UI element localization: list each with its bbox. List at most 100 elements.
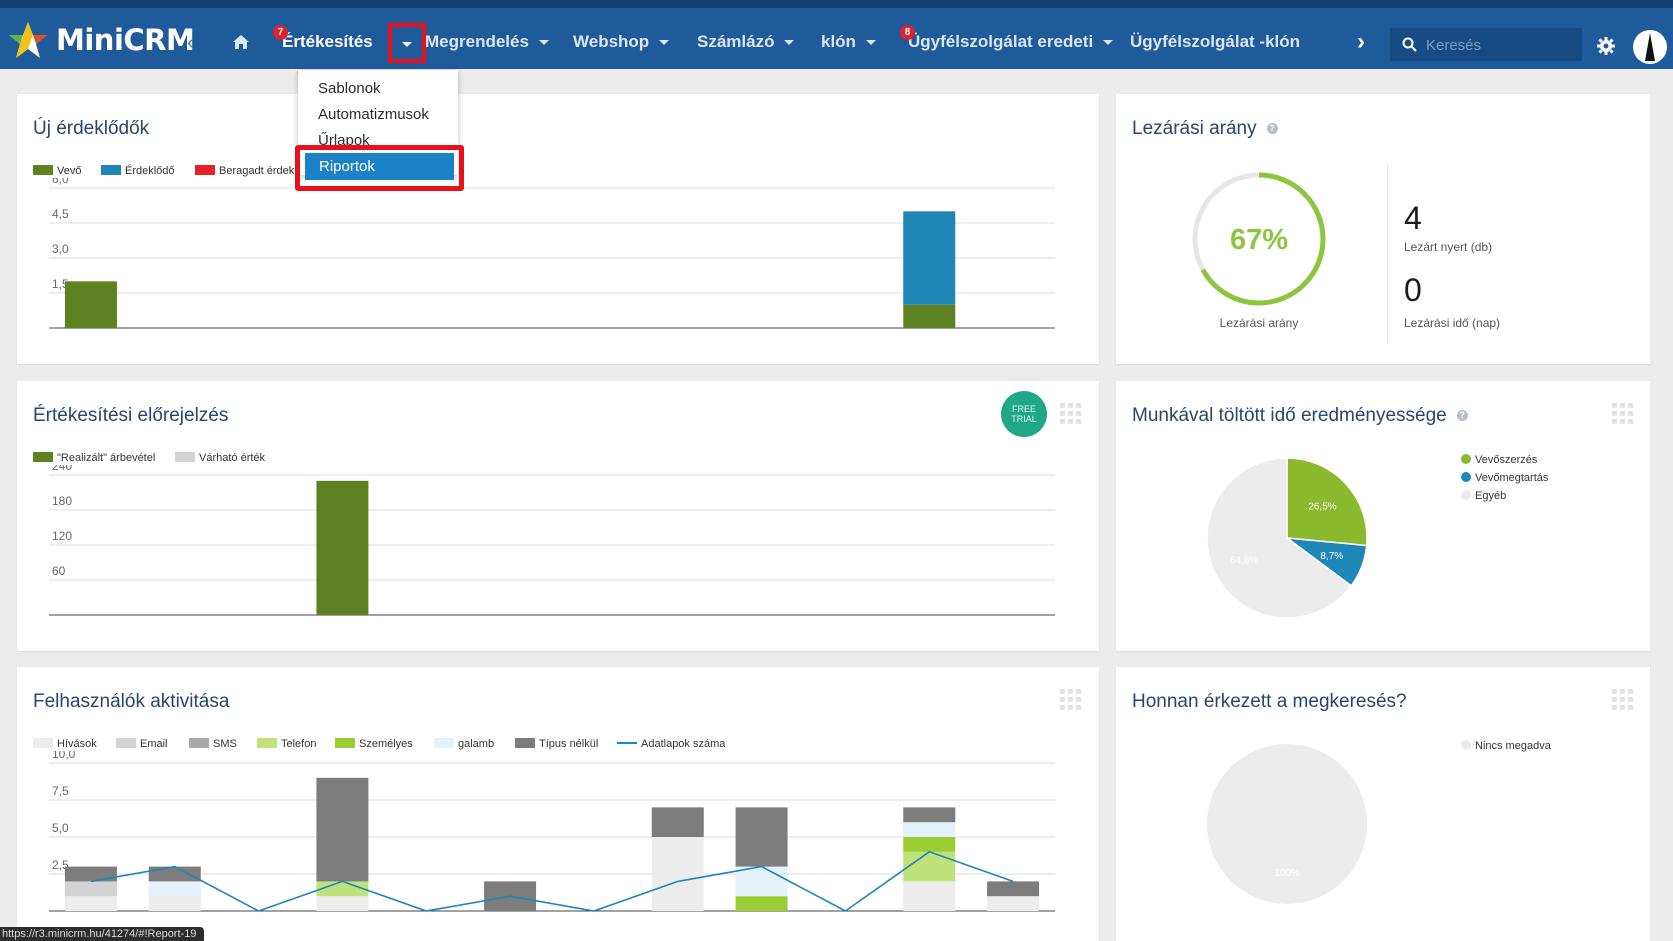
legend-item-galamb[interactable]: galamb — [434, 738, 494, 750]
app-name: MiniCRM — [56, 23, 195, 57]
nav-ugyfelszolgalat-klon[interactable]: Ügyfélszolgálat -klón — [1130, 27, 1300, 57]
home-icon[interactable] — [233, 35, 249, 49]
lead-source-pie-chart: 100% — [1207, 744, 1367, 904]
menu-item-urlapok[interactable]: Űrlapok — [318, 132, 370, 149]
y-tick-label: 4,5 — [52, 207, 69, 221]
bar — [64, 866, 117, 882]
pie-slice — [1206, 457, 1353, 619]
time-value: 0 — [1404, 272, 1422, 308]
legend-item-szemelyes[interactable]: Személyes — [335, 738, 413, 750]
free-trial-badge[interactable]: FREE TRIAL — [1001, 391, 1047, 437]
work-time-pie-chart: 26,5% 8,7% 64,8% — [1206, 457, 1368, 619]
bar — [64, 281, 117, 328]
search-icon — [1402, 37, 1417, 52]
help-icon[interactable]: ? — [1456, 410, 1468, 422]
legend-item-hivasok[interactable]: Hívások — [33, 738, 97, 750]
won-label: Lezárt nyert (db) — [1404, 240, 1493, 254]
legend-item-egyeb[interactable]: Egyéb — [1461, 490, 1506, 502]
bar — [651, 807, 704, 837]
bar — [316, 896, 369, 911]
pie-label: 100% — [1274, 868, 1300, 879]
minicrm-logo[interactable]: MiniCRM — [8, 16, 195, 64]
nav-ertekesites[interactable]: 7 Értékesítés — [273, 25, 373, 57]
drag-handle-icon[interactable] — [1060, 403, 1082, 425]
won-value: 4 — [1404, 200, 1422, 236]
bar — [903, 851, 956, 882]
legend-item-vevoszerzes[interactable]: Vevőszerzés — [1461, 454, 1537, 466]
y-tick-label: 5,0 — [52, 821, 69, 835]
legend-item-adatlapok[interactable]: Adatlapok száma — [617, 738, 725, 750]
closing-rate-percent: 67% — [1229, 224, 1289, 256]
nav-label: Webshop — [573, 32, 650, 51]
legend-item-beragadt[interactable]: Beragadt érdek — [195, 165, 294, 177]
sales-forecast-card: Értékesítési előrejelzés FREE TRIAL "Rea… — [17, 381, 1099, 651]
bar — [987, 881, 1040, 897]
closing-rate-gauge — [1192, 172, 1326, 306]
sales-dropdown-toggle[interactable] — [388, 23, 426, 63]
legend-item-expected[interactable]: Várható érték — [175, 452, 265, 464]
nav-webshop[interactable]: Webshop — [573, 27, 670, 57]
closing-rate-label: Lezárási arány — [1219, 316, 1299, 330]
search-box[interactable] — [1390, 28, 1582, 63]
nav-klon[interactable]: klón — [821, 27, 876, 57]
bar — [651, 837, 704, 911]
card-title: Új érdeklődők — [33, 118, 150, 139]
bar — [903, 881, 956, 911]
highlight-annotation — [295, 145, 464, 191]
bar — [903, 211, 956, 305]
y-tick-label: 120 — [52, 529, 72, 543]
drag-handle-icon[interactable] — [1060, 689, 1082, 711]
legend-item-telefon[interactable]: Telefon — [257, 738, 316, 750]
closing-rate-card: Lezárási arány? 67% Lezárási arány 4 Lez… — [1116, 94, 1650, 364]
user-activity-card: Felhasználók aktivitása Hívások Email SM… — [17, 667, 1099, 941]
chevron-down-icon — [659, 40, 670, 46]
legend-item-nincs-megadva[interactable]: Nincs megadva — [1461, 740, 1551, 752]
nav-badge: 7 — [273, 25, 288, 40]
bar — [735, 807, 788, 867]
card-title: Felhasználók aktivitása — [33, 691, 230, 712]
nav-label: Értékesítés — [282, 32, 373, 51]
user-activity-chart: 2,5 5,0 7,5 10,0 — [49, 751, 1055, 912]
card-title: Lezárási arány? — [1132, 118, 1278, 140]
drag-handle-icon[interactable] — [1612, 689, 1634, 711]
legend-item-vevo[interactable]: Vevő — [33, 165, 81, 177]
pie-label: 26,5% — [1308, 502, 1336, 513]
search-input[interactable] — [1424, 28, 1578, 63]
new-leads-card: Új érdeklődők Vevő Érdeklődő Beragadt ér… — [17, 94, 1099, 364]
menu-item-automatizmusok[interactable]: Automatizmusok — [318, 106, 429, 123]
line-series — [90, 850, 1014, 912]
legend-item-realized[interactable]: "Realizált" árbevétel — [33, 452, 155, 464]
nav-szamlazo[interactable]: Számlázó — [697, 27, 795, 57]
gear-icon[interactable] — [1597, 37, 1615, 55]
card-title: Honnan érkezett a megkeresés? — [1132, 691, 1407, 712]
pie-slice — [1207, 744, 1367, 904]
chevron-down-icon — [784, 40, 795, 46]
y-tick-label: 3,0 — [52, 242, 69, 256]
drag-handle-icon[interactable] — [1612, 403, 1634, 425]
chevron-down-icon — [1103, 40, 1114, 46]
legend-item-sms[interactable]: SMS — [189, 738, 237, 750]
nav-ugyfelszolgalat-eredeti[interactable]: 8 Ügyfélszolgálat eredeti — [900, 25, 1114, 57]
card-title: Értékesítési előrejelzés — [33, 405, 229, 426]
pie-label: 8,7% — [1320, 551, 1343, 562]
y-tick-label: 6,0 — [52, 178, 69, 186]
menu-item-sablonok[interactable]: Sablonok — [318, 80, 381, 97]
back-arrow-icon[interactable]: ‹ — [187, 32, 194, 54]
sales-forecast-chart: 60 120 180 240 — [49, 465, 1055, 616]
chevron-down-icon — [402, 42, 412, 47]
menu-item-riportok[interactable]: Riportok — [305, 153, 454, 180]
new-leads-chart: 1,5 3,0 4,5 6,0 — [49, 178, 1055, 329]
status-bar-url: https://r3.minicrm.hu/41274/#!Report-19 — [0, 927, 205, 941]
y-tick-label: 60 — [52, 564, 66, 578]
kpi-divider — [1387, 164, 1388, 344]
bar — [903, 807, 956, 823]
time-label: Lezárási idő (nap) — [1404, 316, 1501, 330]
legend-item-erdeklodo[interactable]: Érdeklődő — [101, 165, 175, 177]
help-icon[interactable]: ? — [1266, 123, 1278, 135]
legend-item-email[interactable]: Email — [116, 738, 168, 750]
avatar[interactable] — [1632, 29, 1668, 65]
nav-megrendeles[interactable]: Megrendelés — [425, 27, 549, 57]
nav-scroll-right-icon[interactable]: › — [1357, 28, 1365, 55]
legend-item-tipus-nelkul[interactable]: Típus nélkül — [515, 738, 598, 750]
legend-item-vevomegtartas[interactable]: Vevőmegtartás — [1461, 472, 1548, 484]
